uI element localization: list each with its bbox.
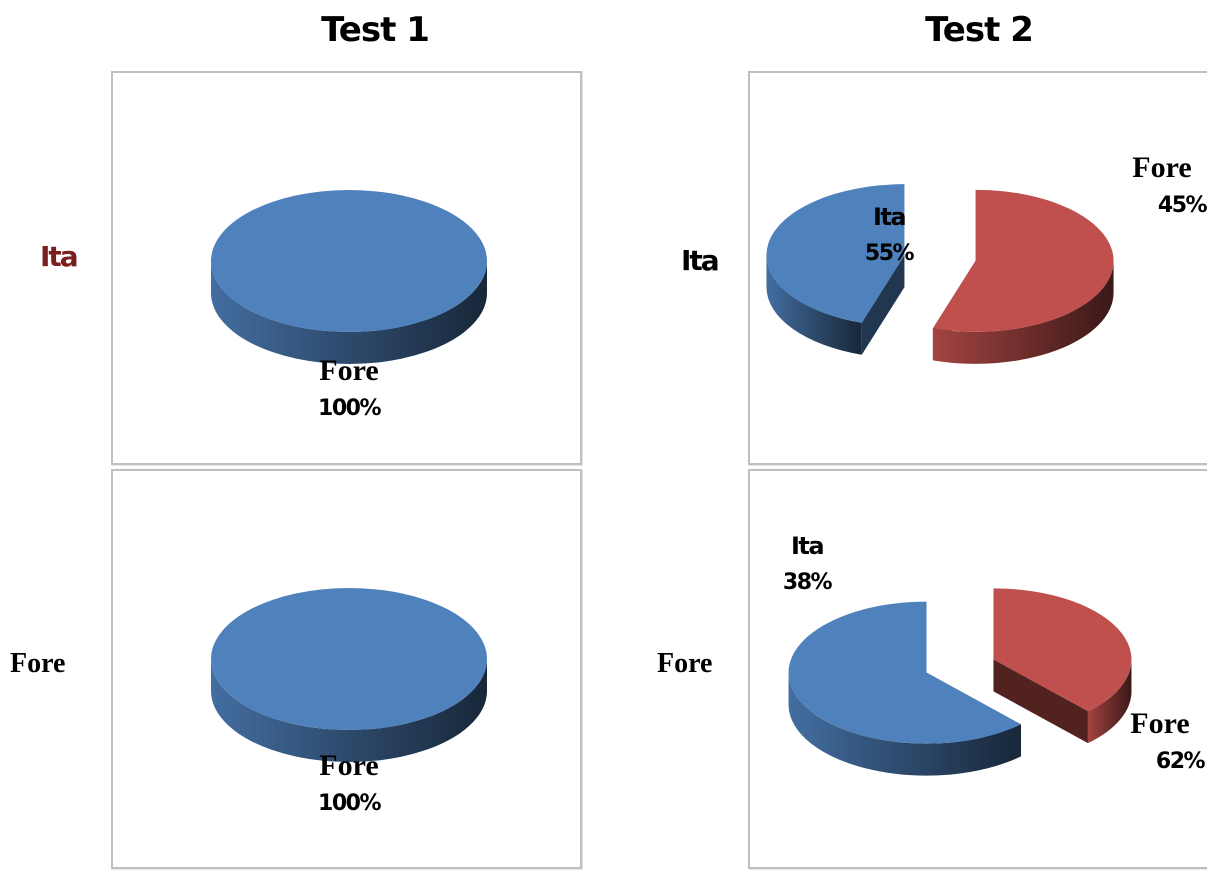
- data-label-fore-name: Fore: [319, 354, 378, 387]
- pie-panel-test1-fore: Fore 100%: [111, 469, 582, 869]
- pie-slice-ita: [993, 588, 1132, 744]
- pie-slice-ita: [932, 189, 1114, 364]
- data-label-fore-percent: 45%: [1158, 193, 1207, 218]
- pie-chart-test1-fore: Fore 100%: [211, 588, 487, 816]
- pie-panel-test2-fore: Ita 38% Fore 62%: [748, 469, 1207, 869]
- pie-chart-test2-ita: Ita 55% Fore 45%: [766, 151, 1207, 364]
- pie-slice-fore: [211, 588, 487, 762]
- row-label-fore-right: Fore: [657, 648, 713, 679]
- pie-panel-test2-ita: Ita 55% Fore 45%: [748, 71, 1207, 465]
- row-label-ita-left: Ita: [40, 240, 79, 273]
- column-title-test-2: Test 2: [925, 10, 1034, 50]
- pie-panel-test1-ita: Fore 100%: [111, 71, 582, 465]
- data-label-fore-name: Fore: [319, 749, 378, 782]
- data-label-fore-percent: 100%: [318, 396, 381, 421]
- data-label-fore-percent: 62%: [1156, 749, 1206, 774]
- data-label-ita-percent: 55%: [865, 241, 915, 266]
- column-title-test-1: Test 1: [321, 10, 430, 50]
- row-label-fore-left: Fore: [10, 648, 66, 679]
- data-label-ita-percent: 38%: [783, 570, 833, 595]
- data-label-ita-name: Ita: [791, 532, 823, 560]
- data-label-fore-name: Fore: [1130, 707, 1189, 740]
- data-label-ita-name: Ita: [873, 203, 905, 231]
- pie-slice-fore: [788, 601, 1021, 776]
- row-label-ita-right: Ita: [681, 244, 720, 277]
- data-label-fore-name: Fore: [1132, 151, 1191, 184]
- pie-slice-fore: [766, 184, 905, 355]
- data-label-fore-percent: 100%: [318, 791, 381, 816]
- pie-chart-test1-ita: Fore 100%: [211, 190, 487, 421]
- pie-chart-test2-fore: Ita 38% Fore 62%: [783, 532, 1207, 776]
- pie-slice-fore: [211, 190, 487, 364]
